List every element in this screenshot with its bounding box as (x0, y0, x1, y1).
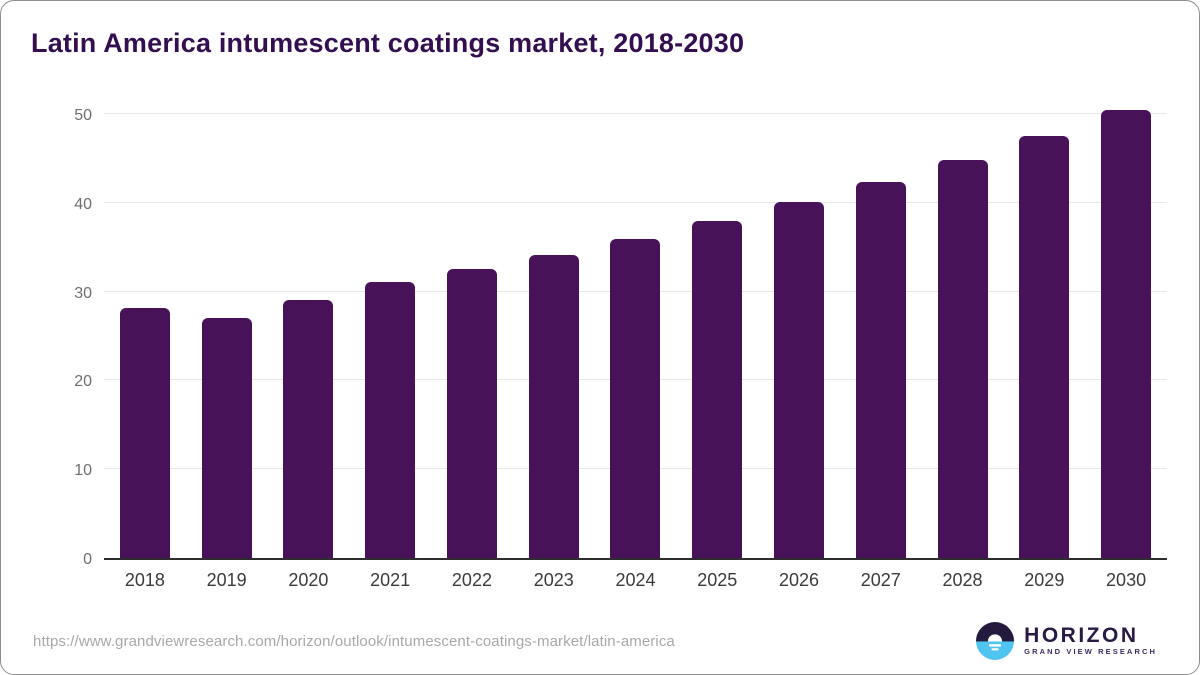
logo-text: HORIZON GRAND VIEW RESEARCH (1024, 625, 1157, 657)
bar-slot-2024 (595, 100, 677, 558)
x-tick-label-2019: 2019 (206, 570, 247, 590)
bar-2029 (1019, 136, 1070, 558)
bar-slot-2021 (349, 100, 431, 558)
y-tick-label-10: 10 (74, 462, 92, 480)
bar-slot-2025 (676, 100, 758, 558)
x-tick-label-2023: 2023 (533, 570, 574, 590)
bar-slot-2029 (1003, 100, 1085, 558)
horizon-logo: HORIZON GRAND VIEW RESEARCH (976, 622, 1157, 660)
plot-area (104, 100, 1167, 560)
bar-2019 (201, 318, 252, 558)
x-tick-label-2029: 2029 (1024, 570, 1065, 590)
bar-slot-2023 (513, 100, 595, 558)
bar-2026 (774, 201, 824, 558)
plot-column: 2018 2019 2020 2021 2022 2023 2024 2025 2026 2027… (104, 100, 1167, 591)
x-tick-label-2024: 2024 (615, 570, 656, 590)
bar-2022 (446, 269, 497, 558)
y-tick-label-20: 20 (74, 373, 92, 391)
x-tick-label-2026: 2026 (778, 570, 820, 590)
x-tick-label-2030: 2030 (1106, 570, 1147, 590)
x-tick-label-2021: 2021 (370, 570, 411, 590)
bar-2030 (1101, 109, 1152, 558)
gridline-50 (104, 113, 1167, 114)
bar-2025 (692, 220, 743, 558)
footer: https://www.grandviewresearch.com/horizo… (33, 622, 1157, 660)
x-tick-label-2020: 2020 (288, 570, 329, 590)
bar-slot-2020 (268, 100, 350, 558)
bar-2018 (119, 308, 170, 558)
bars-layer (104, 100, 1167, 558)
bar-2020 (283, 300, 334, 558)
bar-2021 (365, 281, 416, 558)
bar-slot-2026 (758, 100, 840, 558)
x-tick-label-2018: 2018 (124, 570, 165, 590)
bar-2028 (937, 160, 988, 558)
bar-slot-2022 (431, 100, 513, 558)
bar-2027 (855, 182, 906, 558)
x-tick-label-2022: 2022 (451, 570, 492, 590)
bar-slot-2018 (104, 100, 186, 558)
y-tick-label-40: 40 (74, 195, 92, 213)
bar-slot-2027 (840, 100, 922, 558)
bar-slot-2019 (186, 100, 268, 558)
bar-slot-2028 (922, 100, 1004, 558)
y-tick-label-50: 50 (74, 107, 92, 124)
source-url: https://www.grandviewresearch.com/horizo… (33, 632, 675, 650)
horizon-logo-icon (976, 622, 1015, 660)
logo-subtitle: GRAND VIEW RESEARCH (1024, 647, 1157, 656)
gridline-40 (104, 201, 1167, 203)
bar-slot-2030 (1085, 100, 1167, 558)
bar-2023 (528, 255, 579, 558)
x-tick-label-2025: 2025 (697, 570, 738, 590)
y-tick-label-30: 30 (74, 284, 92, 302)
logo-wordmark: HORIZON (1024, 624, 1139, 647)
bar-2024 (610, 239, 661, 558)
chart-title: Latin America intumescent coatings marke… (31, 28, 745, 58)
x-tick-label-2027: 2027 (860, 570, 901, 590)
x-axis-labels: 2018 2019 2020 2021 2022 2023 2024 2025 2026 2027… (104, 570, 1167, 591)
x-tick-label-2028: 2028 (942, 570, 983, 590)
y-tick-label-0: 0 (83, 551, 92, 568)
